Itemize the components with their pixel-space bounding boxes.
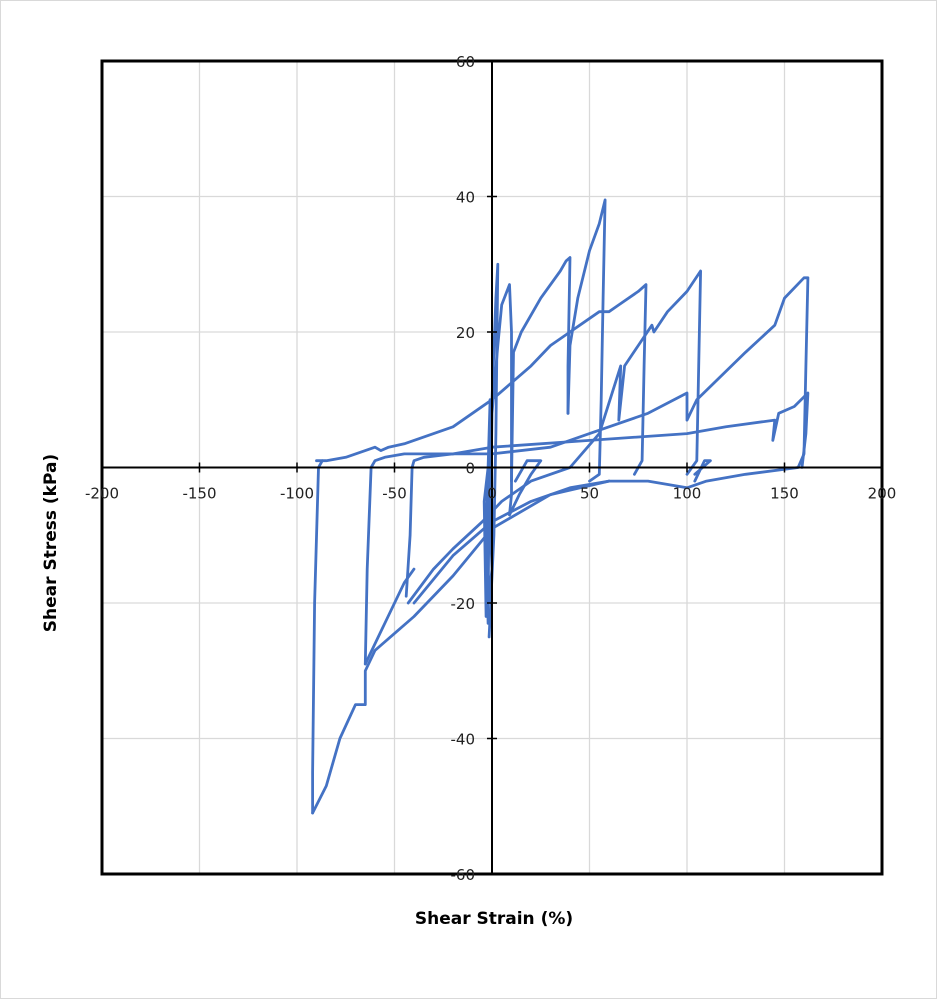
x-tick-label: -150 [182,485,216,503]
x-tick-label: 200 [868,485,897,503]
x-tick-label: 50 [580,485,599,503]
series-line-s11 [311,479,611,815]
series-line-s15 [482,398,494,625]
x-axis-title: Shear Strain (%) [415,909,573,929]
series-line-s6 [315,283,648,476]
series-line-s4 [510,256,572,483]
y-tick-label: -20 [451,595,476,613]
x-tick-label: -200 [85,485,119,503]
series-line-s14 [363,567,416,666]
x-tick-label: 0 [487,485,497,503]
y-axis-title: Shear Stress (kPa) [41,454,61,632]
x-tick-label: -100 [280,485,314,503]
series-line-s5 [566,198,607,483]
y-tick-label: -40 [451,731,476,749]
plot-frame [100,59,884,876]
tick-labels: -200 -150 -100 -50 0 50 100 150 200-60-40-200204… [85,53,896,884]
y-tick-label: 20 [456,324,475,342]
series-line-s10 [311,459,324,815]
series-line-s13 [404,452,455,598]
y-tick-label: 40 [456,189,475,207]
y-tick-label: -60 [451,866,476,884]
y-tick-label: 60 [456,53,475,71]
series-line-s8 [412,276,810,605]
axes [101,60,883,875]
y-tick-label: 0 [465,460,475,478]
series-line-s12 [363,452,494,666]
x-tick-label: 100 [673,485,702,503]
series-line-s9 [451,391,810,469]
x-tick-label: -50 [382,485,407,503]
x-tick-label: 150 [770,485,799,503]
